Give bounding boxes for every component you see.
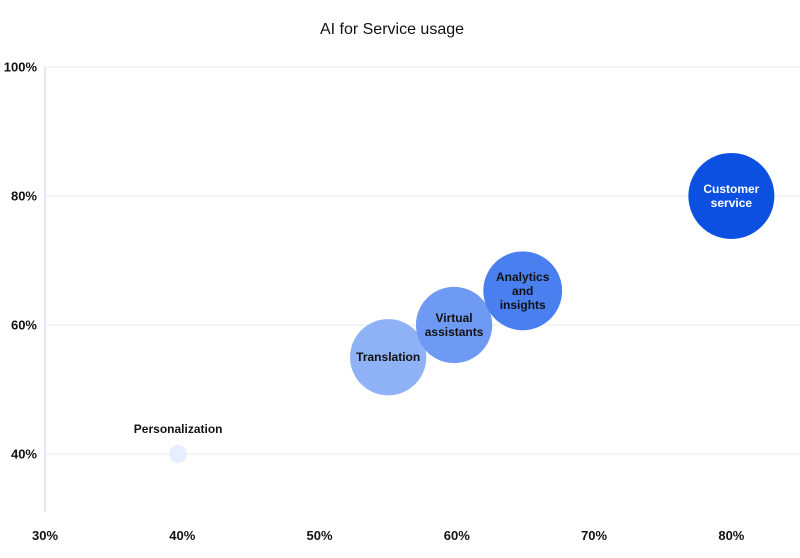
x-tick-label: 80% <box>718 528 744 543</box>
bubble-label: Personalization <box>134 422 223 436</box>
y-tick-label: 40% <box>11 446 37 461</box>
bubble-point <box>169 444 188 463</box>
grid <box>45 66 800 455</box>
bubble-virtual-assistants: Virtual assistants <box>415 286 493 364</box>
chart-title: AI for Service usage <box>320 21 464 38</box>
bubbles: Personalization Translation Virtual assista… <box>134 152 775 463</box>
bubble-point <box>688 152 775 239</box>
x-tick-label: 70% <box>581 528 607 543</box>
bubble-label: Virtual assistants <box>425 311 484 339</box>
x-tick-label: 60% <box>444 528 470 543</box>
bubble-customer-service: Customer service <box>688 152 775 239</box>
bubble-point <box>483 251 563 331</box>
bubble-label: Translation <box>356 350 420 364</box>
bubble-analytics-and-insights: Analytics and insights <box>483 251 563 331</box>
bubble-point <box>350 319 427 396</box>
bubble-personalization: Personalization <box>134 422 223 463</box>
x-axis: 30% 40% 50% 60% 70% 80% <box>32 528 745 543</box>
x-tick-label: 40% <box>169 528 195 543</box>
y-tick-label: 60% <box>11 317 37 332</box>
bubble-label: Analytics and insights <box>496 270 550 312</box>
y-tick-label: 100% <box>4 60 38 75</box>
bubble-point <box>415 286 493 364</box>
x-tick-label: 30% <box>32 528 58 543</box>
y-axis: 40% 60% 80% 100% <box>4 60 38 462</box>
y-tick-label: 80% <box>11 188 37 203</box>
x-tick-label: 50% <box>307 528 333 543</box>
bubble-translation: Translation <box>350 319 427 396</box>
bubble-label: Customer service <box>703 182 759 210</box>
